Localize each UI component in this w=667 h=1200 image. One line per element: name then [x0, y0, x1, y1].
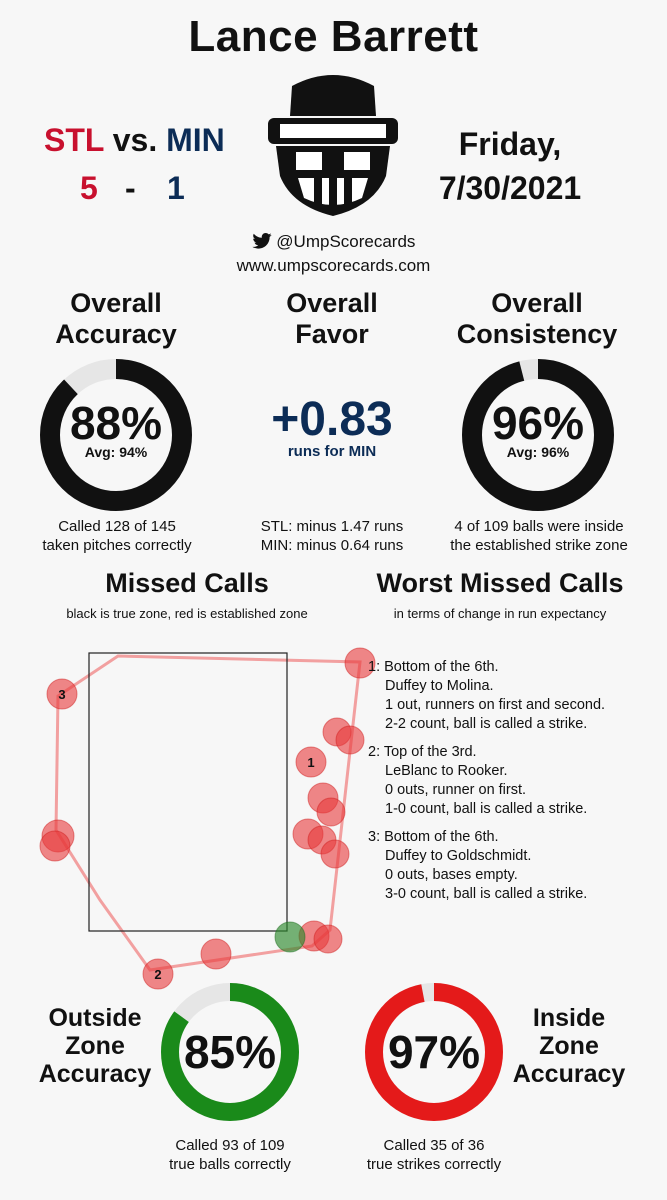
- missed-calls-plot: 1 2 3: [39, 647, 376, 990]
- correct-pitch: [274, 921, 306, 953]
- inside-zone-title-line1: Inside: [532, 1004, 606, 1032]
- twitter-handle: @UmpScorecards: [0, 232, 667, 252]
- accuracy-ring-fill: [40, 359, 192, 511]
- home-score: 1: [167, 170, 185, 206]
- accuracy-title-line2: Accuracy: [55, 319, 177, 349]
- worst-call-label: 3: Bottom of the 6th.: [368, 829, 499, 845]
- inside-zone-ring-fill: [365, 983, 503, 1121]
- website: www.umpscorecards.com: [236, 256, 431, 275]
- outside-zone-caption-line2: true balls correctly: [169, 1156, 291, 1173]
- outside-zone-title: Outside Zone Accuracy: [30, 1004, 160, 1088]
- worst-call-line: Duffey to Goldschmidt.: [385, 848, 532, 864]
- missed-pitch-2: [142, 958, 174, 990]
- accuracy-title-line1: Overall: [70, 288, 162, 318]
- worst-calls-subtitle: in terms of change in run expectancy: [393, 606, 607, 621]
- favor-title-line2: Favor: [295, 319, 369, 349]
- consistency-title-line2: Consistency: [456, 319, 618, 349]
- consistency-ring: [462, 359, 614, 511]
- inside-zone-title-line2: Zone: [539, 1032, 599, 1060]
- inside-zone-caption-line2: true strikes correctly: [366, 1156, 502, 1173]
- consistency-caption-line2: the established strike zone: [450, 537, 628, 554]
- outside-zone-title-line2: Zone: [65, 1032, 125, 1060]
- inside-zone-caption-line1: Called 35 of 36: [383, 1137, 485, 1154]
- consistency-title-line1: Overall: [491, 288, 583, 318]
- accuracy-value: 88%: [69, 397, 163, 449]
- outside-zone-ring: [161, 983, 299, 1121]
- inside-zone-value: 97%: [387, 1026, 481, 1078]
- worst-call-line: 1-0 count, ball is called a strike.: [385, 801, 588, 817]
- twitter-handle-text: @UmpScorecards: [276, 232, 416, 251]
- pitch-label-3: 3: [58, 687, 65, 702]
- consistency-ring-fill: [462, 359, 614, 511]
- outside-zone-caption: Called 93 of 109 true balls correctly: [120, 1136, 340, 1174]
- worst-call-label: 1: Bottom of the 6th.: [368, 659, 499, 675]
- missed-pitch: [344, 647, 376, 679]
- consistency-avg: Avg: 96%: [506, 444, 570, 460]
- consistency-value: 96%: [491, 397, 585, 449]
- inside-zone-title-line3: Accuracy: [512, 1060, 626, 1088]
- favor-title-line1: Overall: [286, 288, 378, 318]
- missed-pitch-3: [46, 678, 78, 710]
- game-date: 7/30/2021: [438, 170, 582, 206]
- worst-call-3: 3: Bottom of the 6th. Duffey to Goldschm…: [368, 828, 664, 904]
- missed-pitch: [313, 924, 343, 954]
- matchup: STL vs. MIN: [44, 122, 225, 159]
- outside-zone-value: 85%: [183, 1026, 277, 1078]
- inside-zone-caption: Called 35 of 36 true strikes correctly: [324, 1136, 544, 1174]
- favor-caption-line2: MIN: minus 0.64 runs: [260, 537, 404, 554]
- score-dash: -: [125, 170, 136, 206]
- worst-call-line: LeBlanc to Rooker.: [385, 763, 508, 779]
- consistency-caption: 4 of 109 balls were inside the establish…: [428, 517, 650, 555]
- outside-zone-title-line3: Accuracy: [38, 1060, 152, 1088]
- vs-label: vs.: [112, 122, 158, 158]
- accuracy-ring: [40, 359, 192, 511]
- outside-zone-caption-line1: Called 93 of 109: [175, 1137, 285, 1154]
- pitch-label-1: 1: [307, 755, 314, 770]
- inside-zone-ring: [365, 983, 503, 1121]
- favor-value: +0.83: [271, 393, 393, 446]
- missed-pitch: [320, 839, 350, 869]
- accuracy-caption-line2: taken pitches correctly: [42, 537, 192, 554]
- game-day: Friday,: [458, 126, 562, 162]
- favor-caption: STL: minus 1.47 runs MIN: minus 0.64 run…: [222, 517, 442, 555]
- missed-calls-title: Missed Calls: [105, 568, 269, 598]
- missed-pitch: [335, 725, 365, 755]
- consistency-caption-line1: 4 of 109 balls were inside: [454, 518, 624, 535]
- away-score: 5: [80, 170, 98, 206]
- home-team: MIN: [166, 122, 225, 158]
- outside-zone-title-line1: Outside: [48, 1004, 142, 1032]
- umpire-name: Lance Barrett: [188, 12, 479, 61]
- worst-call-line: 0 outs, bases empty.: [385, 867, 518, 883]
- away-team: STL: [44, 122, 104, 158]
- favor-title: Overall Favor: [242, 288, 422, 350]
- worst-call-line: 1 out, runners on first and second.: [385, 697, 606, 713]
- missed-pitch: [39, 830, 71, 862]
- twitter-bird-icon: [251, 233, 272, 249]
- worst-calls-title: Worst Missed Calls: [376, 568, 624, 598]
- worst-call-line: 3-0 count, ball is called a strike.: [385, 886, 588, 902]
- worst-call-1: 1: Bottom of the 6th. Duffey to Molina. …: [368, 658, 664, 734]
- missed-pitch: [200, 938, 232, 970]
- favor-caption-line1: STL: minus 1.47 runs: [260, 518, 404, 535]
- worst-call-label: 2: Top of the 3rd.: [368, 744, 477, 760]
- outside-zone-ring-fill: [161, 983, 299, 1121]
- accuracy-avg: Avg: 94%: [84, 444, 148, 460]
- accuracy-title: Overall Accuracy: [26, 288, 206, 350]
- worst-call-line: Duffey to Molina.: [385, 678, 494, 694]
- consistency-title: Overall Consistency: [442, 288, 632, 350]
- pitch-label-2: 2: [154, 967, 161, 982]
- missed-calls-subtitle: black is true zone, red is established z…: [66, 606, 308, 621]
- worst-calls-list: 1: Bottom of the 6th. Duffey to Molina. …: [368, 658, 664, 913]
- worst-call-line: 0 outs, runner on first.: [385, 782, 527, 798]
- accuracy-caption: Called 128 of 145 taken pitches correctl…: [6, 517, 228, 555]
- missed-pitch: [316, 797, 346, 827]
- worst-call-2: 2: Top of the 3rd. LeBlanc to Rooker. 0 …: [368, 743, 664, 819]
- inside-zone-title: Inside Zone Accuracy: [504, 1004, 634, 1088]
- accuracy-caption-line1: Called 128 of 145: [58, 518, 176, 535]
- umpire-mask-icon: [268, 75, 398, 216]
- favor-unit: runs for MIN: [287, 443, 377, 460]
- true-zone: [88, 652, 288, 932]
- missed-pitch-1: [295, 746, 327, 778]
- worst-call-line: 2-2 count, ball is called a strike.: [385, 716, 588, 732]
